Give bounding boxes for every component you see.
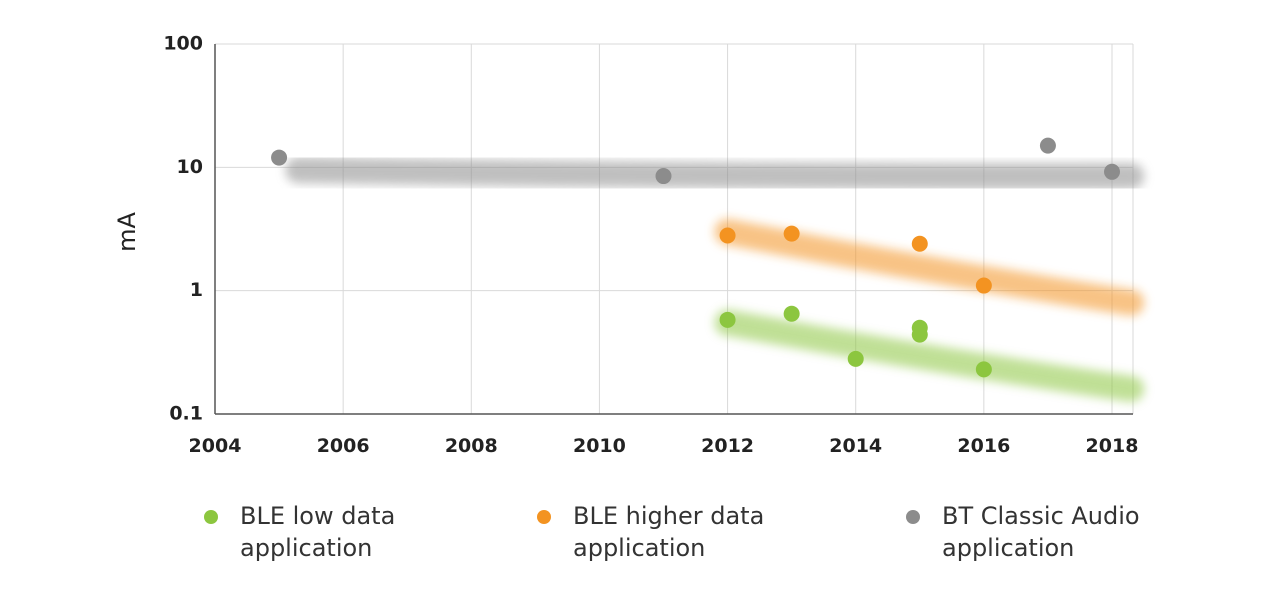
data-point [847,350,864,367]
x-tick-label: 2008 [445,435,498,457]
legend-marker [204,510,218,524]
data-points [271,137,1120,378]
y-tick-label: 1 [190,279,203,301]
y-axis-title: mA [113,212,141,252]
data-point [271,149,288,166]
legend-marker [537,510,551,524]
data-point [655,168,672,185]
legend-label: BT Classic Audio application [942,500,1140,564]
data-point [1104,163,1120,180]
legend-item-bt-classic: BT Classic Audio application [906,500,1140,564]
trend-band [714,218,1145,316]
legend-label-line: application [573,534,706,562]
legend-label-line: application [942,534,1075,562]
x-tick-label: 2006 [317,435,370,457]
data-point [719,227,736,244]
y-tick-label: 100 [163,33,203,55]
trend-bands [285,157,1145,402]
legend-label: BLE higher data application [573,500,764,564]
x-tick-label: 2012 [701,435,754,457]
data-point [783,225,800,242]
data-point [975,361,992,378]
legend: BLE low data application BLE higher data… [0,500,1280,580]
x-tick-label: 2014 [829,435,882,457]
data-point [911,235,928,252]
data-point [911,326,928,343]
legend-label: BLE low data application [240,500,395,564]
trend-band [285,157,1145,190]
legend-label-line: BLE low data [240,502,396,530]
y-tick-label: 10 [177,156,203,178]
x-tick-label: 2016 [957,435,1010,457]
data-point [1039,137,1056,154]
legend-marker [906,510,920,524]
x-tick-labels: 2004 2006 2008 2010 2012 2014 2016 2018 [189,435,1139,457]
legend-item-ble-higher: BLE higher data application [537,500,764,564]
legend-label-line: BT Classic Audio [942,502,1140,530]
legend-item-ble-low: BLE low data application [204,500,395,564]
trend-band [714,309,1145,402]
data-point [783,305,800,322]
data-point [719,311,736,328]
y-tick-labels: 0.1 1 10 100 [163,33,203,425]
x-tick-label: 2010 [573,435,626,457]
legend-label-line: BLE higher data [573,502,765,530]
x-tick-label: 2004 [189,435,242,457]
y-tick-label: 0.1 [169,403,203,425]
legend-label-line: application [240,534,373,562]
data-point [975,277,992,294]
x-tick-label: 2018 [1086,435,1139,457]
